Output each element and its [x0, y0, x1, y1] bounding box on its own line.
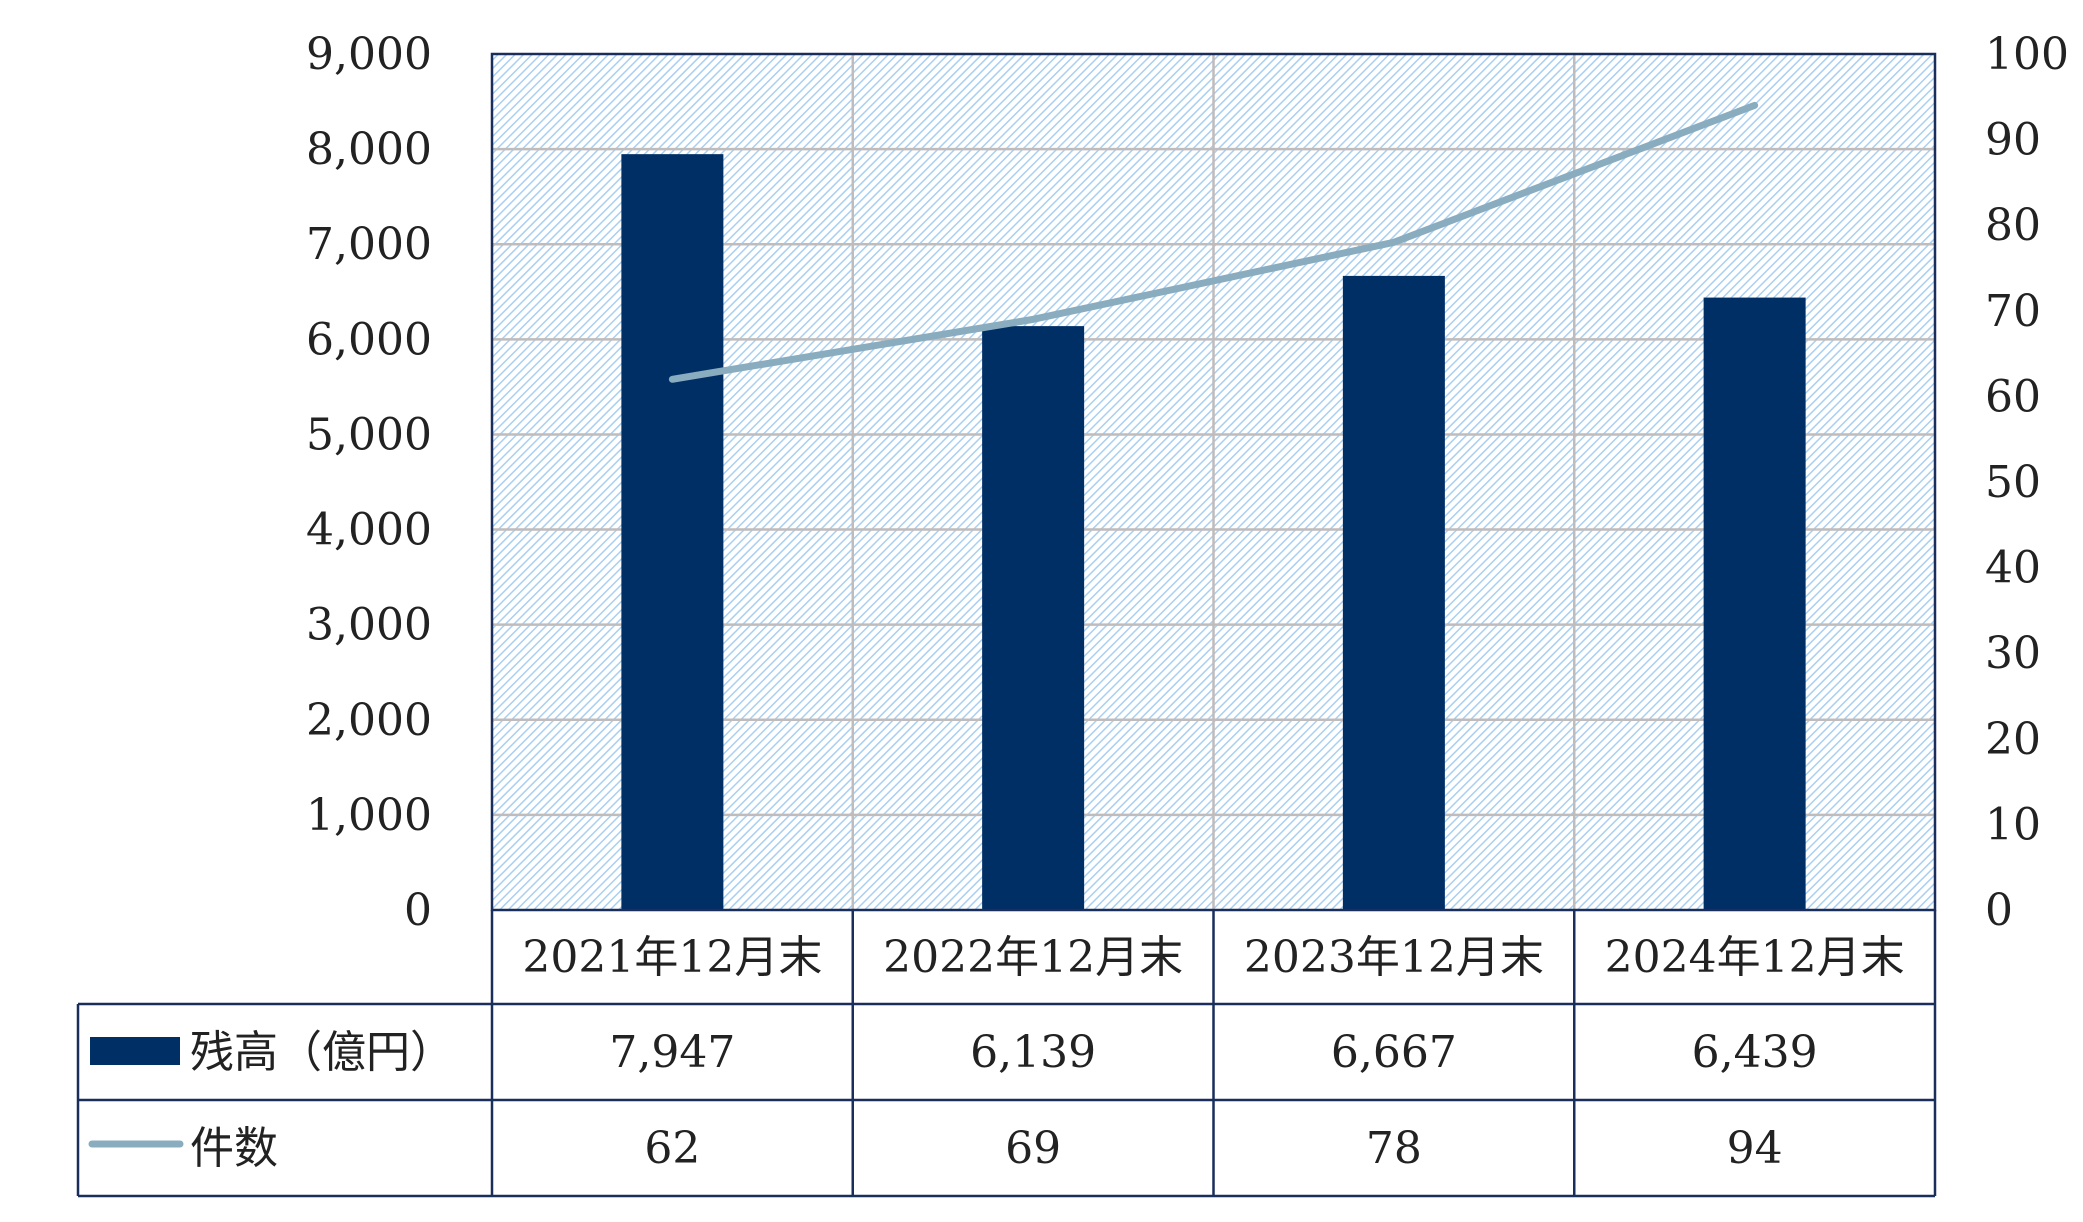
table-cell-count: 94: [1727, 1123, 1783, 1174]
y-right-tick-label: 100: [1985, 29, 2069, 80]
x-category-label: 2023年12月末: [1244, 932, 1544, 983]
x-category-label: 2022年12月末: [883, 932, 1183, 983]
table-cell-count: 69: [1005, 1123, 1061, 1174]
line-series: [668, 101, 1759, 383]
data-table: 2021年12月末 2022年12月末 2023年12月末 2024年12月末残高（億…: [76, 910, 1937, 1198]
table-cell-balance: 6,667: [1331, 1027, 1457, 1078]
y-axis-right: 0 10 20 30 40 50 60 70 80 90 100: [1985, 29, 2069, 936]
table-cell-count: 62: [644, 1123, 700, 1174]
y-right-tick-label: 70: [1985, 286, 2041, 337]
y-right-tick-label: 0: [1985, 885, 2013, 936]
bar-series: [621, 154, 1806, 911]
y-right-tick-label: 20: [1985, 714, 2041, 765]
gridlines: [492, 54, 1935, 910]
x-category-label: 2024年12月末: [1605, 932, 1905, 983]
y-left-tick-label: 3,000: [306, 600, 432, 651]
y-left-tick-label: 5,000: [306, 409, 432, 460]
legend-label-line: 件数: [190, 1123, 278, 1174]
y-left-tick-label: 8,000: [306, 124, 432, 175]
y-left-tick-label: 9,000: [306, 29, 432, 80]
y-left-tick-label: 2,000: [306, 695, 432, 746]
y-right-tick-label: 50: [1985, 457, 2041, 508]
table-cell-balance: 6,439: [1692, 1027, 1818, 1078]
table-cell-count: 78: [1366, 1123, 1422, 1174]
line-path: [668, 101, 1759, 383]
legend-key-bar: [90, 1037, 180, 1065]
y-right-tick-label: 90: [1985, 115, 2041, 166]
y-right-tick-label: 80: [1985, 200, 2041, 251]
y-left-tick-label: 4,000: [306, 505, 432, 556]
bar: [621, 154, 724, 911]
y-left-tick-label: 0: [404, 885, 432, 936]
x-category-label: 2021年12月末: [522, 932, 822, 983]
y-left-tick-label: 1,000: [306, 790, 432, 841]
bar: [1342, 275, 1445, 910]
y-right-tick-label: 60: [1985, 371, 2041, 422]
legend-label-bar: 残高（億円）: [190, 1027, 454, 1078]
bar: [982, 326, 1085, 910]
table-cell-balance: 7,947: [609, 1027, 735, 1078]
y-left-tick-label: 7,000: [306, 219, 432, 270]
y-right-tick-label: 40: [1985, 543, 2041, 594]
y-right-tick-label: 30: [1985, 628, 2041, 679]
y-right-tick-label: 10: [1985, 799, 2041, 850]
table-cell-balance: 6,139: [970, 1027, 1096, 1078]
y-left-tick-label: 6,000: [306, 314, 432, 365]
y-axis-left: 0 1,000 2,000 3,000 4,000 5,000 6,000 7,000 8,00…: [306, 29, 432, 936]
bar: [1703, 297, 1806, 910]
